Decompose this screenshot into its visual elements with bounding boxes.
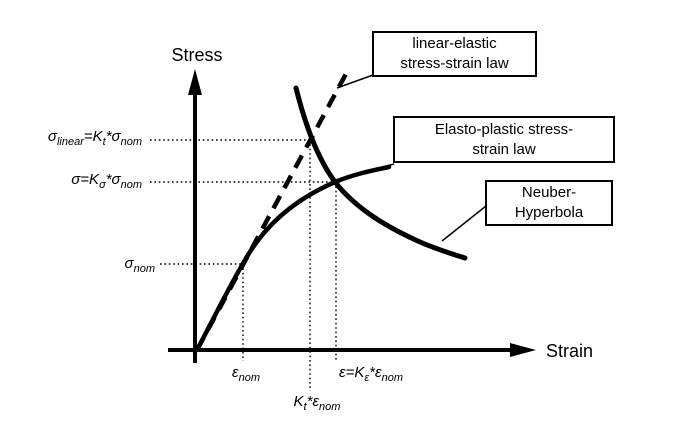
leader-line-linear-elastic — [336, 74, 374, 89]
x-label-eps-nom: εnom — [232, 364, 260, 384]
callout-linear-elastic: linear-elastic stress-strain law — [372, 31, 537, 77]
callout-linear-elastic-line2: stress-strain law — [400, 55, 509, 72]
callout-linear-elastic-line1: linear-elastic — [412, 35, 497, 53]
x-axis-arrowhead-icon — [510, 343, 536, 357]
callout-elasto-plastic: Elasto-plastic stress- strain law — [393, 116, 615, 163]
y-label-sigma-linear: σlinear=Kt*σnom — [47, 128, 142, 148]
y-label-sigma-notch: σ=Kσ*σnom — [71, 171, 142, 191]
leader-line-elasto-plastic — [370, 163, 395, 171]
callout-elasto-plastic-line1: Elasto-plastic stress- — [434, 120, 574, 138]
x-label-kt-eps-nom: Kt*εnom — [293, 393, 341, 413]
leader-line-neuber — [441, 205, 487, 242]
y-axis-title: Stress — [171, 45, 223, 65]
neuber-hyperbola-curve — [293, 85, 468, 261]
y-label-sigma-nom: σnom — [124, 255, 155, 275]
elasto-plastic-curve — [194, 164, 392, 353]
x-axis-title: Strain — [546, 341, 594, 361]
callout-neuber-line1: Neuber- — [521, 184, 577, 202]
x-label-eps-keps-nom: ε=Kε*εnom — [338, 364, 404, 384]
callout-neuber: Neuber- Hyperbola — [485, 180, 613, 226]
y-axis-arrowhead-icon — [188, 69, 202, 95]
callout-neuber-line2: Hyperbola — [514, 204, 584, 221]
callout-elasto-plastic-line2: strain law — [472, 140, 536, 158]
